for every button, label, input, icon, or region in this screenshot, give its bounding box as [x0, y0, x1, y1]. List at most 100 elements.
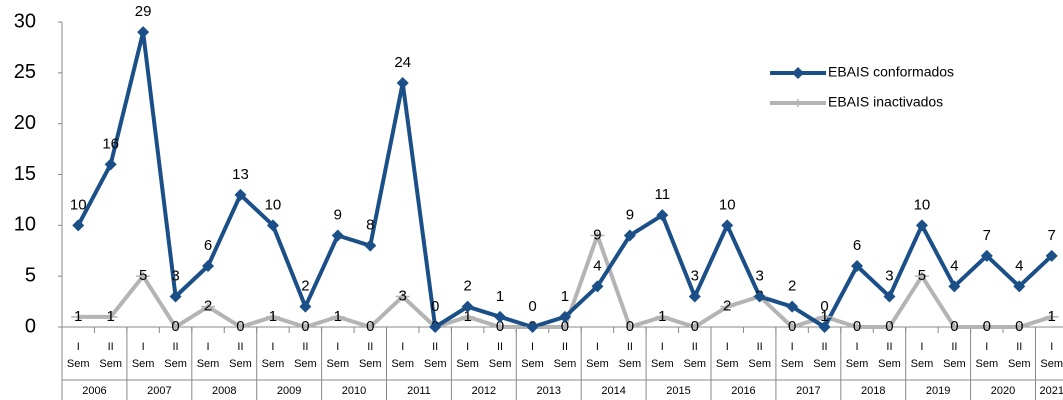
point [429, 321, 442, 333]
group-label: 2006 [82, 385, 106, 397]
point [817, 312, 832, 321]
data-label: 24 [394, 54, 411, 71]
data-label: 4 [950, 257, 958, 274]
x-tick-label: I [985, 341, 988, 353]
point [721, 219, 734, 232]
x-tick-label: Sem [586, 358, 609, 370]
x-tick-label: I [855, 341, 858, 353]
point [590, 231, 605, 240]
group-label: 2012 [472, 385, 496, 397]
point [299, 300, 312, 313]
data-label: 0 [431, 298, 439, 315]
legend-label: EBAIS inactivados [828, 94, 943, 110]
data-label: 0 [561, 318, 569, 335]
data-label: 8 [366, 217, 374, 234]
y-tick-label: 15 [14, 163, 36, 185]
x-tick-label: II [1016, 341, 1022, 353]
point [201, 302, 216, 311]
data-label: 0 [1015, 318, 1023, 335]
data-label: 2 [788, 278, 796, 295]
x-tick-label: II [627, 341, 633, 353]
point [687, 323, 702, 331]
data-label: 10 [914, 196, 931, 213]
group-label: 2016 [731, 385, 755, 397]
x-tick-label: Sem [1008, 358, 1031, 370]
point [265, 312, 280, 321]
group-label: 2017 [796, 385, 820, 397]
point [883, 290, 896, 303]
point [526, 321, 539, 333]
point [557, 323, 572, 331]
data-label: 2 [301, 278, 309, 295]
legend-label: EBAIS conformados [828, 64, 954, 80]
data-label: 16 [102, 135, 119, 152]
x-tick-label: Sem [424, 358, 447, 370]
data-label: 10 [265, 196, 282, 213]
group-label: 2020 [991, 385, 1015, 397]
data-label: 0 [820, 298, 828, 315]
x-tick-label: II [951, 341, 957, 353]
point [623, 229, 636, 242]
x-tick-label: Sem [456, 358, 479, 370]
point [396, 77, 409, 89]
data-label: 1 [1048, 308, 1056, 325]
point [330, 312, 345, 321]
x-tick-label: Sem [878, 358, 901, 370]
point [785, 323, 800, 331]
data-label: 6 [204, 237, 212, 254]
point [233, 323, 248, 331]
point [494, 310, 507, 323]
point [72, 219, 85, 232]
x-tick-label: Sem [1040, 358, 1063, 370]
data-label: 11 [655, 186, 671, 203]
x-tick-label: Sem [619, 358, 642, 370]
x-tick-label: Sem [716, 358, 739, 370]
group-label: 2013 [537, 385, 561, 397]
x-tick-label: II [432, 341, 438, 353]
data-label: 4 [1015, 257, 1023, 274]
point [168, 323, 183, 331]
point [948, 280, 961, 293]
data-label: 0 [983, 318, 991, 335]
group-label: 2010 [342, 385, 366, 397]
data-label: 1 [496, 288, 504, 305]
data-label: 1 [269, 308, 277, 325]
data-label: 0 [950, 318, 958, 335]
y-tick-label: 5 [25, 264, 36, 286]
data-label: 0 [691, 318, 699, 335]
group-label: 2009 [277, 385, 301, 397]
data-label: 3 [885, 267, 893, 284]
group-label: 2018 [861, 385, 885, 397]
point [104, 158, 117, 171]
x-tick-label: Sem [976, 358, 999, 370]
data-label: 7 [983, 227, 991, 244]
group-label: 2014 [601, 385, 625, 397]
point [1013, 280, 1026, 293]
x-tick-label: Sem [164, 358, 187, 370]
x-tick-label: II [757, 341, 763, 353]
point [980, 249, 993, 262]
point [493, 323, 508, 331]
x-tick-label: II [108, 341, 114, 353]
data-label: 0 [496, 318, 504, 335]
x-tick-label: II [367, 341, 373, 353]
data-label: 3 [691, 267, 699, 284]
point [622, 323, 637, 331]
data-label: 9 [626, 206, 634, 223]
point [71, 312, 86, 321]
data-label: 5 [918, 267, 926, 284]
point [851, 260, 864, 272]
data-label: 0 [528, 298, 536, 315]
x-tick-label: Sem [391, 358, 414, 370]
x-tick-label: I [401, 341, 404, 353]
x-tick-label: Sem [294, 358, 317, 370]
data-label: 1 [334, 308, 342, 325]
data-label: 2 [723, 298, 731, 315]
point [137, 26, 150, 39]
point [947, 323, 962, 331]
x-tick-label: Sem [327, 358, 350, 370]
x-tick-label: I [1050, 341, 1053, 353]
data-label: 1 [658, 308, 666, 325]
x-tick-label: Sem [813, 358, 836, 370]
point [460, 312, 475, 321]
